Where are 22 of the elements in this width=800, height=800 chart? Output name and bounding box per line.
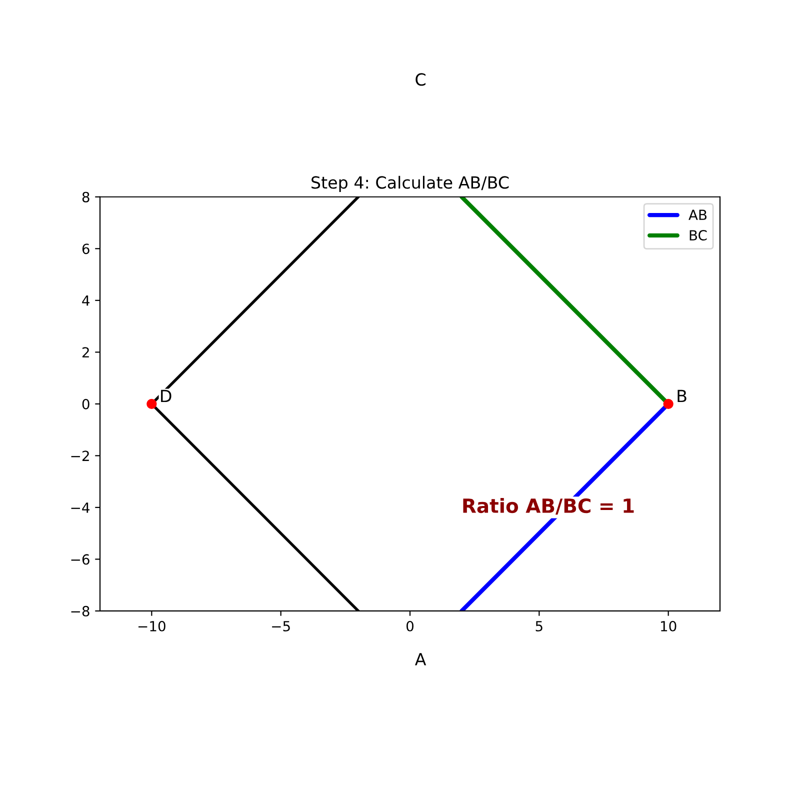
y-tick-label: −8 [71,606,90,616]
y-tick-label: 2 [82,347,89,358]
y-tick-label: −6 [71,554,90,565]
x-tick-label: 5 [536,621,542,632]
text: C [416,73,426,86]
x-tick-label: −5 [272,621,290,632]
x-tick-label: 10 [661,620,676,632]
text: A [414,653,426,666]
annotation: Ratio AB/BC = 1 [463,498,634,515]
legend-label: BC [690,230,707,241]
legend-label: AB [688,210,707,220]
y-tick-label: 8 [82,192,90,202]
x-tick-label: −10 [138,620,166,632]
y-tick-label: −2 [71,450,89,461]
annotation: D [161,390,172,402]
y-tick-label: 6 [82,244,90,254]
chart-title: Step 4: Calculate AB/BC [312,176,509,192]
y-tick-label: −4 [71,502,90,513]
annotation: B [678,390,686,402]
y-tick-label: 0 [82,398,90,410]
y-tick-label: 4 [82,296,90,306]
x-tick-label: 0 [406,620,414,632]
